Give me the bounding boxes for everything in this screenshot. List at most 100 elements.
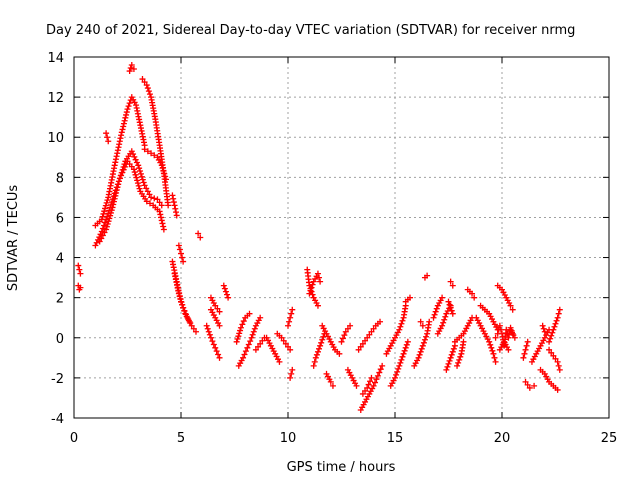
data-point [367,378,374,385]
data-point [492,334,499,341]
data-point [362,387,369,394]
data-point [106,215,113,222]
data-point [178,250,184,257]
data-point [245,341,252,348]
data-point [98,235,105,242]
data-point [181,308,188,315]
data-point [551,323,558,330]
data-point [541,328,548,335]
data-point [119,166,126,173]
data-point [447,278,454,285]
data-point [554,386,561,393]
data-point [109,204,116,211]
data-point [307,287,314,294]
data-point [197,234,204,241]
data-point [555,310,562,317]
data-point [205,328,212,335]
data-point [158,162,165,169]
data-point [134,177,141,184]
data-point [431,311,438,318]
data-point [549,329,556,336]
data-point [509,330,516,337]
data-point [104,220,111,227]
data-point [313,351,320,358]
data-point [372,379,379,386]
data-point [222,288,229,295]
data-point [160,167,167,174]
data-point [101,208,108,215]
data-point [117,172,124,179]
data-point [192,328,199,335]
data-point [460,338,467,345]
data-point [397,323,404,330]
data-point [552,355,559,362]
data-point [288,310,295,317]
data-point [133,174,140,181]
data-point [204,325,211,332]
data-point [240,354,247,361]
data-point [135,182,142,189]
data-point [511,334,518,341]
data-point [177,296,184,303]
data-point [309,281,316,288]
data-point [225,294,232,301]
data-point [210,341,217,348]
data-point [341,332,348,339]
data-point [131,169,138,176]
data-point [107,209,114,216]
data-point [507,302,514,309]
data-point [121,117,128,124]
data-point [237,327,244,334]
data-point [547,335,554,342]
data-point [285,343,291,350]
data-point [120,120,127,127]
data-point [124,106,131,113]
data-point [520,354,527,361]
data-point [179,254,186,261]
data-point [112,192,119,199]
data-point [357,343,364,350]
data-point [505,346,512,353]
data-point [122,114,129,121]
data-point [555,362,562,369]
data-point [403,341,410,348]
data-point [103,226,110,233]
data-point [104,197,111,204]
data-point [314,348,321,355]
data-point [137,170,144,177]
data-point [285,322,291,329]
data-point [103,199,110,206]
data-point [135,162,142,169]
data-point [110,201,117,208]
data-point [146,191,153,198]
data-point [556,366,563,373]
data-point [396,326,403,333]
data-point [287,346,294,353]
data-points [75,62,563,413]
data-point [433,305,440,312]
data-point [420,339,427,346]
data-point [111,195,118,202]
data-point [161,170,168,177]
data-point [288,370,295,377]
data-point [103,130,110,137]
y-tick-label: 12 [47,91,64,106]
data-point [449,282,456,289]
data-point [180,304,187,311]
data-point [144,148,151,155]
data-point [178,299,185,306]
data-point [449,310,456,317]
data-point [237,324,244,331]
data-point [176,246,183,253]
data-point [398,320,405,327]
data-point [289,306,296,313]
data-point [133,159,140,166]
data-point [312,354,319,361]
data-point [469,290,476,297]
data-point [121,161,128,168]
data-point [448,307,455,314]
data-point [146,91,153,98]
data-point [239,321,246,328]
data-point [400,350,407,357]
data-point [487,341,494,348]
